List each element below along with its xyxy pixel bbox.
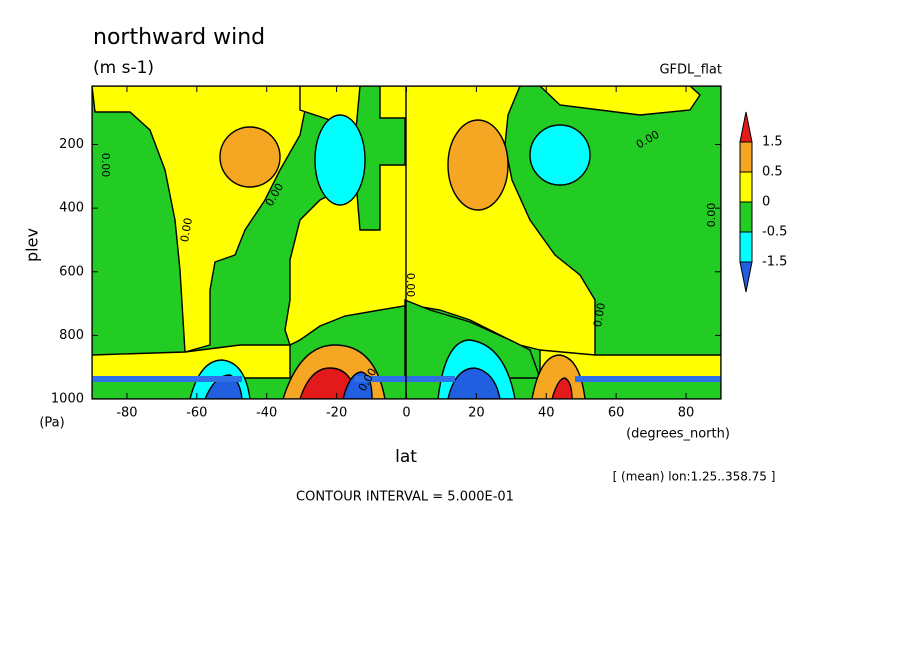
chart-title: northward wind — [93, 25, 265, 50]
colorbar-label: -0.5 — [762, 225, 787, 240]
colorbar-label: 1.5 — [762, 135, 783, 150]
contour-region — [551, 377, 573, 399]
x-tick-label: -60 — [186, 406, 207, 421]
y-axis-label: plev — [23, 228, 42, 262]
x-tick-label: -40 — [256, 406, 277, 421]
note: [ (mean) lon:1.25..358.75 ] — [613, 470, 776, 484]
contour-label: 0.00 — [705, 203, 718, 228]
dataset-label: GFDL_flat — [659, 63, 722, 78]
colorbar-band — [739, 111, 753, 143]
topography-band — [92, 376, 242, 382]
colorbar-band — [739, 141, 753, 173]
x-tick-label: 0 — [402, 406, 410, 421]
y-axis-units: (Pa) — [39, 416, 64, 431]
colorbar-label: -1.5 — [762, 255, 787, 270]
topography-band — [575, 376, 721, 382]
y-tick-label: 400 — [59, 201, 84, 216]
colorbar-label: 0.5 — [762, 165, 783, 180]
contour-region — [529, 124, 591, 186]
y-tick-label: 200 — [59, 137, 84, 152]
x-tick-label: 80 — [678, 406, 695, 421]
contour-region — [531, 354, 586, 399]
contour-field — [92, 86, 721, 399]
x-tick-label: 40 — [538, 406, 555, 421]
contour-label: 0.00 — [178, 217, 195, 243]
contour-label: 0.00 — [404, 273, 417, 298]
contour-region — [447, 119, 509, 211]
colorbar-band — [739, 201, 753, 233]
colorbar-band — [739, 261, 753, 293]
colorbar-label: 0 — [762, 195, 770, 210]
x-tick-label: 20 — [468, 406, 485, 421]
topography-band — [355, 376, 455, 382]
y-tick-label: 1000 — [51, 392, 84, 407]
y-tick-label: 800 — [59, 328, 84, 343]
contour-region — [314, 114, 366, 206]
colorbar-band — [739, 231, 753, 263]
x-tick-label: 60 — [608, 406, 625, 421]
x-axis-label: lat — [395, 447, 417, 467]
colorbar-band — [739, 171, 753, 203]
contour-interval: CONTOUR INTERVAL = 5.000E-01 — [296, 490, 514, 505]
x-tick-label: -20 — [326, 406, 347, 421]
chart-subtitle: (m s-1) — [93, 58, 154, 78]
contour-region — [538, 86, 701, 116]
x-axis-units: (degrees_north) — [626, 427, 730, 442]
contour-label: 0.00 — [99, 153, 112, 178]
y-tick-label: 600 — [59, 264, 84, 279]
x-tick-label: -80 — [116, 406, 137, 421]
contour-region — [447, 367, 501, 399]
contour-label: 0.00 — [591, 302, 608, 328]
contour-region — [219, 126, 281, 188]
